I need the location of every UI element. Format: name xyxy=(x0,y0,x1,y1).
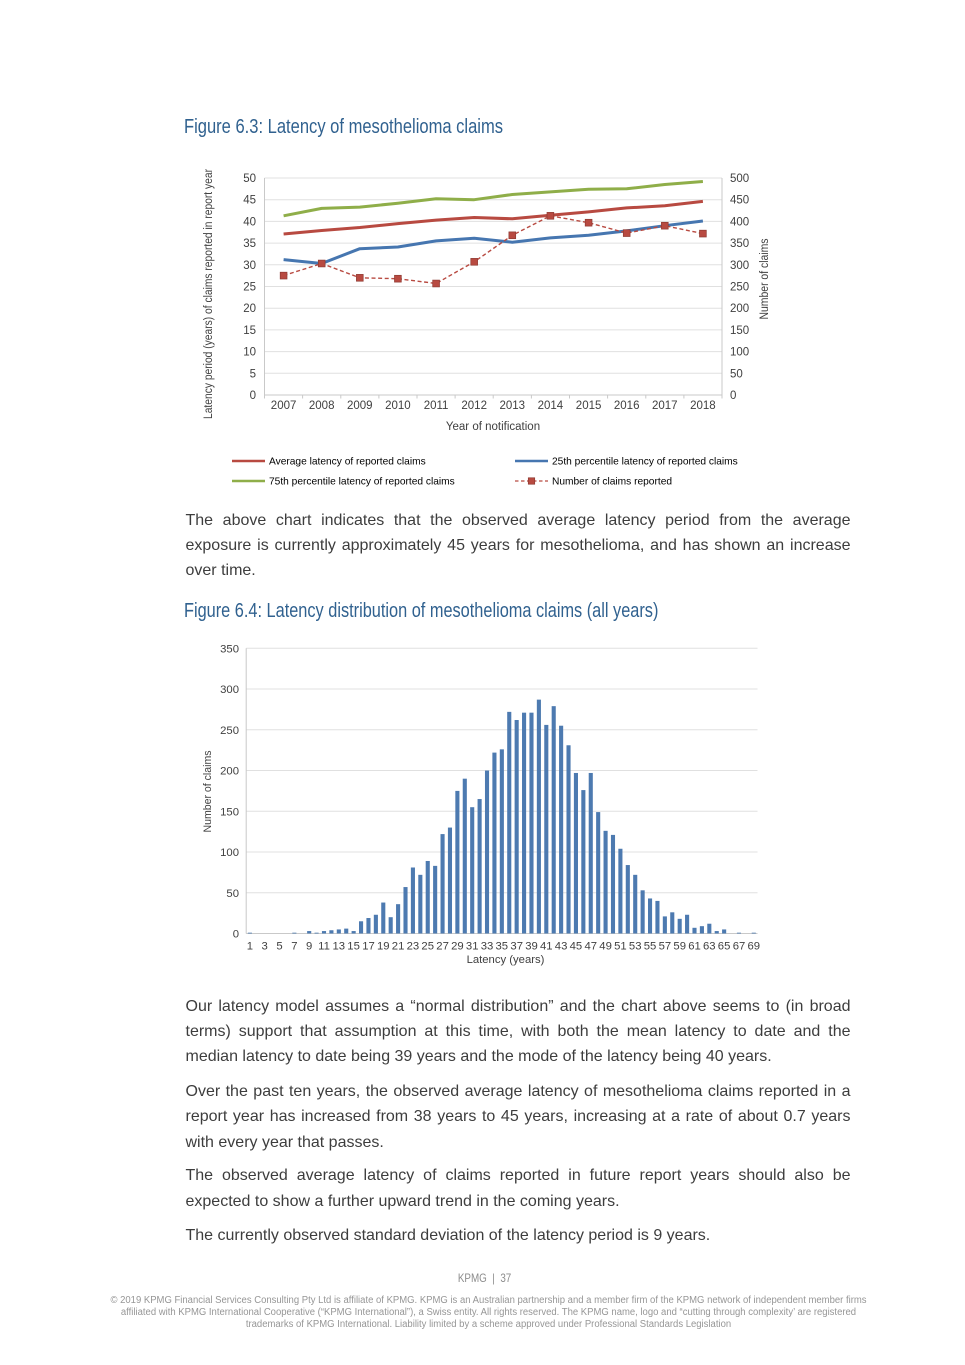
svg-text:29: 29 xyxy=(451,940,464,952)
svg-text:0: 0 xyxy=(250,390,256,402)
svg-text:25th percentile latency of rep: 25th percentile latency of reported clai… xyxy=(552,457,738,468)
svg-text:1: 1 xyxy=(247,940,253,952)
svg-text:59: 59 xyxy=(673,940,686,952)
svg-text:39: 39 xyxy=(525,940,538,952)
svg-text:20: 20 xyxy=(243,303,256,315)
svg-text:11: 11 xyxy=(318,940,330,952)
svg-text:Year of notification: Year of notification xyxy=(446,421,540,433)
svg-text:13: 13 xyxy=(333,940,346,952)
svg-text:100: 100 xyxy=(220,847,239,859)
svg-text:10: 10 xyxy=(243,347,256,359)
svg-text:100: 100 xyxy=(730,347,749,359)
svg-text:75th percentile latency of rep: 75th percentile latency of reported clai… xyxy=(269,477,455,488)
svg-text:Number of claims: Number of claims xyxy=(202,750,214,832)
svg-text:43: 43 xyxy=(555,940,568,952)
svg-text:45: 45 xyxy=(570,940,583,952)
svg-text:3: 3 xyxy=(262,940,268,952)
svg-text:69: 69 xyxy=(748,940,761,952)
svg-text:2016: 2016 xyxy=(614,400,640,412)
svg-text:Latency period (years) of clai: Latency period (years) of claims reporte… xyxy=(203,169,215,419)
svg-text:2009: 2009 xyxy=(347,400,373,412)
svg-text:2015: 2015 xyxy=(576,400,602,412)
svg-text:17: 17 xyxy=(362,940,375,952)
svg-text:0: 0 xyxy=(730,390,736,402)
svg-text:450: 450 xyxy=(730,195,749,207)
svg-text:7: 7 xyxy=(291,940,297,952)
svg-text:Average latency of reported cl: Average latency of reported claims xyxy=(269,457,426,468)
svg-text:27: 27 xyxy=(436,940,449,952)
svg-text:9: 9 xyxy=(306,940,312,952)
svg-text:0: 0 xyxy=(233,929,239,941)
svg-text:37: 37 xyxy=(510,940,523,952)
svg-text:35: 35 xyxy=(243,238,256,250)
svg-text:5: 5 xyxy=(276,940,282,952)
svg-text:2011: 2011 xyxy=(424,400,449,412)
svg-text:250: 250 xyxy=(220,725,239,737)
svg-text:Number of claims: Number of claims xyxy=(759,238,771,319)
svg-text:67: 67 xyxy=(733,940,746,952)
svg-text:25: 25 xyxy=(243,282,256,294)
svg-text:19: 19 xyxy=(377,940,390,952)
svg-text:41: 41 xyxy=(540,940,553,952)
svg-text:150: 150 xyxy=(220,806,239,818)
svg-text:47: 47 xyxy=(585,940,598,952)
svg-text:2013: 2013 xyxy=(500,400,526,412)
svg-text:25: 25 xyxy=(421,940,434,952)
svg-text:55: 55 xyxy=(644,940,657,952)
svg-text:500: 500 xyxy=(730,173,749,185)
svg-text:15: 15 xyxy=(243,325,256,337)
svg-text:2017: 2017 xyxy=(652,400,678,412)
svg-text:21: 21 xyxy=(392,940,405,952)
svg-text:5: 5 xyxy=(250,368,256,380)
svg-text:49: 49 xyxy=(599,940,612,952)
svg-text:51: 51 xyxy=(614,940,627,952)
svg-text:200: 200 xyxy=(730,303,749,315)
svg-text:200: 200 xyxy=(220,766,239,778)
svg-text:300: 300 xyxy=(730,260,749,272)
svg-text:35: 35 xyxy=(496,940,509,952)
svg-text:2018: 2018 xyxy=(690,400,716,412)
svg-text:2014: 2014 xyxy=(538,400,564,412)
svg-text:40: 40 xyxy=(243,216,256,228)
svg-text:57: 57 xyxy=(659,940,672,952)
svg-text:300: 300 xyxy=(220,684,239,696)
svg-text:2007: 2007 xyxy=(271,400,297,412)
svg-text:2008: 2008 xyxy=(309,400,335,412)
svg-text:53: 53 xyxy=(629,940,642,952)
svg-text:2010: 2010 xyxy=(385,400,411,412)
svg-text:250: 250 xyxy=(730,282,749,294)
svg-text:33: 33 xyxy=(481,940,494,952)
svg-text:65: 65 xyxy=(718,940,731,952)
svg-text:400: 400 xyxy=(730,216,749,228)
svg-text:15: 15 xyxy=(347,940,360,952)
svg-text:Number of claims reported: Number of claims reported xyxy=(552,477,672,488)
svg-text:350: 350 xyxy=(220,643,239,655)
svg-text:50: 50 xyxy=(730,368,743,380)
svg-text:30: 30 xyxy=(243,260,256,272)
svg-text:61: 61 xyxy=(688,940,701,952)
svg-text:31: 31 xyxy=(466,940,479,952)
svg-text:350: 350 xyxy=(730,238,749,250)
svg-text:50: 50 xyxy=(226,888,239,900)
svg-text:Latency (years): Latency (years) xyxy=(467,954,545,966)
svg-text:23: 23 xyxy=(407,940,420,952)
svg-text:63: 63 xyxy=(703,940,716,952)
svg-text:45: 45 xyxy=(243,195,256,207)
svg-text:50: 50 xyxy=(243,173,256,185)
svg-text:2012: 2012 xyxy=(461,400,487,412)
svg-text:150: 150 xyxy=(730,325,749,337)
